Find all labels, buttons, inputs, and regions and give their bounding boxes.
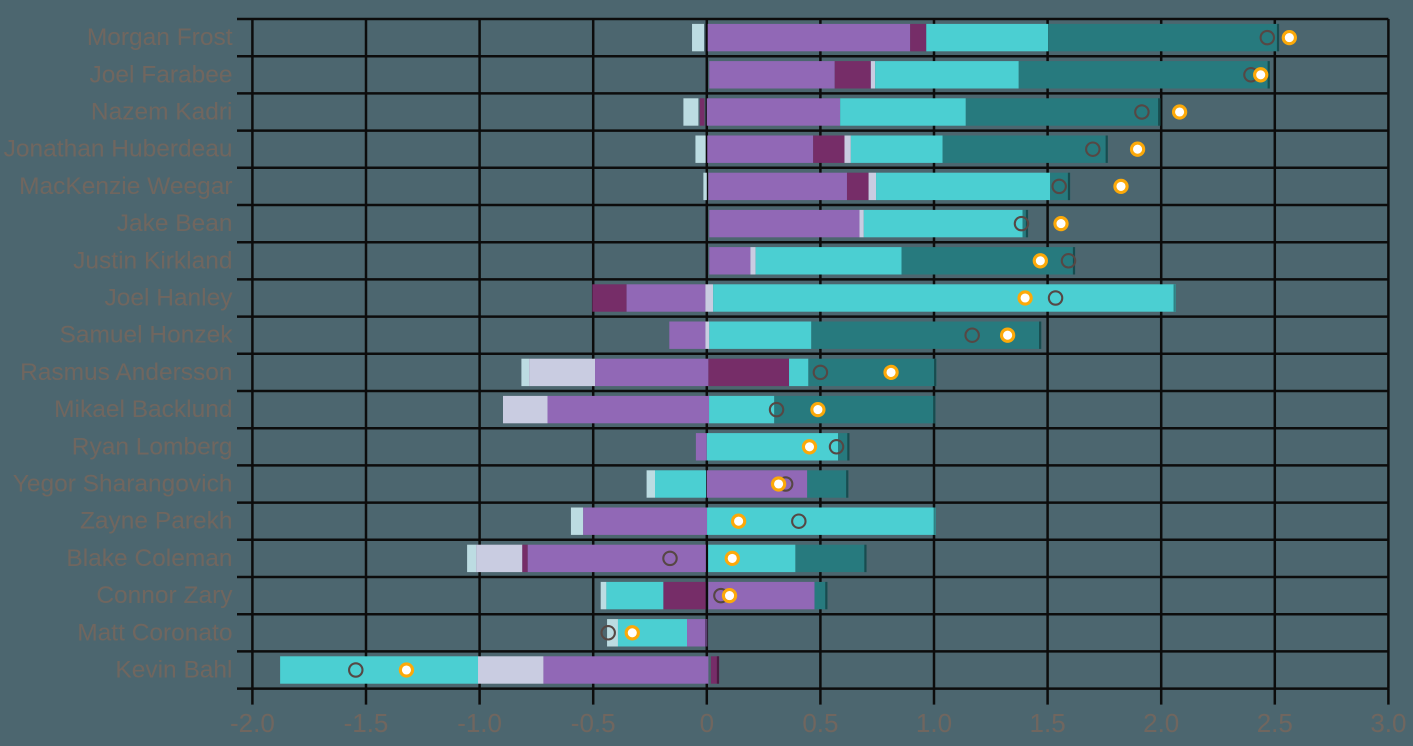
svg-text:-1.0: -1.0 xyxy=(457,708,502,738)
svg-text:Jake Bean: Jake Bean xyxy=(117,210,233,237)
svg-text:-0.5: -0.5 xyxy=(571,708,616,738)
svg-text:Jonathan Huberdeau: Jonathan Huberdeau xyxy=(4,136,233,163)
svg-text:0: 0 xyxy=(700,708,714,738)
svg-text:3.0: 3.0 xyxy=(1370,708,1406,738)
svg-text:Connor Zary: Connor Zary xyxy=(96,582,233,609)
svg-text:MacKenzie Weegar: MacKenzie Weegar xyxy=(19,173,232,200)
svg-text:Kevin Bahl: Kevin Bahl xyxy=(115,657,232,684)
svg-text:Yegor Sharangovich: Yegor Sharangovich xyxy=(13,471,233,498)
svg-text:Joel Hanley: Joel Hanley xyxy=(104,285,233,312)
svg-text:Samuel Honzek: Samuel Honzek xyxy=(60,322,234,349)
svg-text:Matt Coronato: Matt Coronato xyxy=(77,619,232,646)
svg-text:Blake Coleman: Blake Coleman xyxy=(66,545,232,572)
svg-text:Morgan Frost: Morgan Frost xyxy=(87,24,233,51)
svg-text:2.0: 2.0 xyxy=(1143,708,1179,738)
svg-text:0.5: 0.5 xyxy=(802,708,838,738)
svg-text:1.0: 1.0 xyxy=(916,708,952,738)
svg-text:Zayne Parekh: Zayne Parekh xyxy=(80,508,233,535)
svg-text:Justin Kirkland: Justin Kirkland xyxy=(73,247,232,274)
svg-text:Joel Farabee: Joel Farabee xyxy=(89,61,232,88)
svg-text:Mikael Backlund: Mikael Backlund xyxy=(54,396,232,423)
svg-text:Ryan Lomberg: Ryan Lomberg xyxy=(72,433,233,460)
svg-text:-2.0: -2.0 xyxy=(230,708,275,738)
svg-text:Rasmus Andersson: Rasmus Andersson xyxy=(20,359,232,386)
svg-text:2.5: 2.5 xyxy=(1257,708,1293,738)
svg-text:1.5: 1.5 xyxy=(1030,708,1066,738)
svg-text:-1.5: -1.5 xyxy=(344,708,389,738)
svg-text:Nazem Kadri: Nazem Kadri xyxy=(91,99,233,126)
